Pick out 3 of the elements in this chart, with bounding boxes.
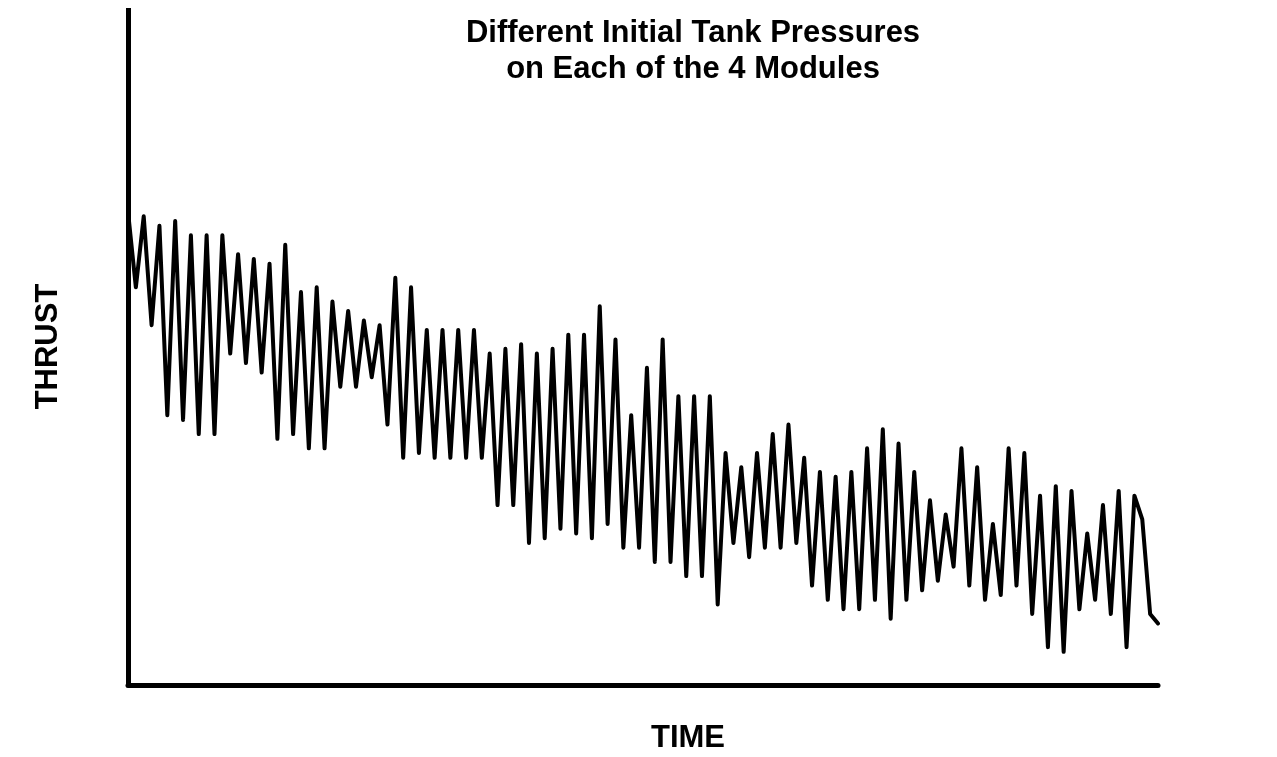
x-axis-title: TIME [650,719,726,754]
y-axis-title: THRUST [29,283,64,410]
chart-title: Different Initial Tank Pressures on Each of the 4 Modules [465,13,921,85]
